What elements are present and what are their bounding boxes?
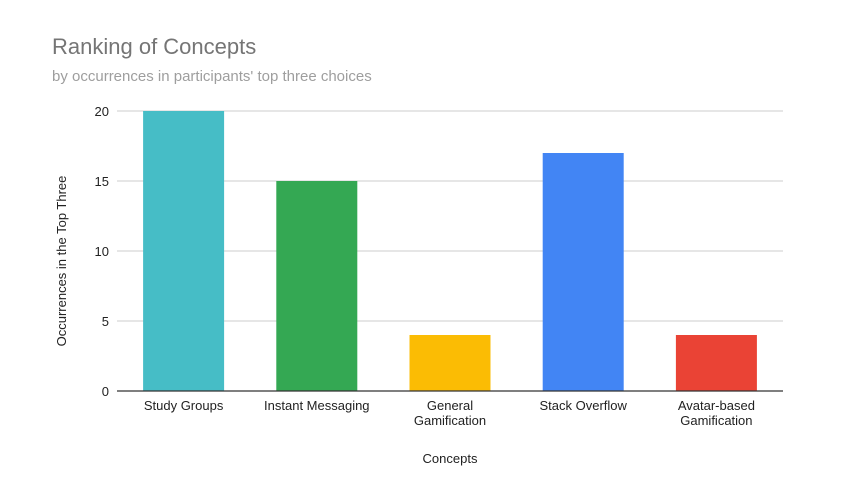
x-tick-label: General Gamification [414,398,486,428]
x-tick-label: Stack Overflow [539,398,627,413]
x-tick-label: Study Groups [144,398,224,413]
bar-avatar-based-gamification [675,335,757,391]
y-tick-label: 15 [95,174,109,189]
y-tick-label: 10 [95,244,109,259]
y-tick-label: 5 [102,314,109,329]
y-tick-labels: 0 5 10 15 20 [95,104,109,399]
x-tick-labels: Study Groups Instant Messaging General Gami… [144,398,755,428]
chart-subtitle: by occurrences in participants' top thre… [52,68,372,85]
x-tick-label: Avatar-based Gamification [678,398,755,428]
y-axis-label: Occurrences in the Top Three [54,176,69,347]
chart-title: Ranking of Concepts [52,34,257,59]
bars [143,111,757,391]
bar-study-groups [143,111,225,391]
x-tick-label: Instant Messaging [264,398,370,413]
gridlines [117,110,783,322]
y-tick-label: 0 [102,384,109,399]
bar-stack-overflow [542,153,624,391]
x-axis-label: Concepts [423,451,478,466]
y-tick-label: 20 [95,104,109,119]
bar-instant-messaging [276,181,358,391]
bar-general-gamification [409,335,491,391]
